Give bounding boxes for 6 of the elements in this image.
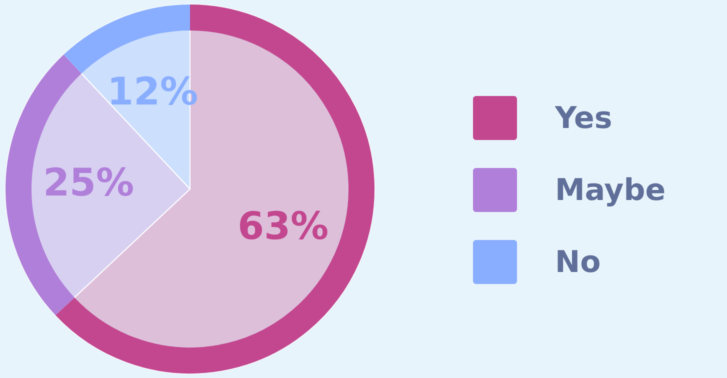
legend-label: No [555,244,601,280]
legend-label: Maybe [555,172,666,208]
data-label: 25% [43,160,134,205]
data-label: 12% [107,70,198,114]
legend-label: Yes [555,100,612,136]
data-label: 63% [238,204,329,248]
